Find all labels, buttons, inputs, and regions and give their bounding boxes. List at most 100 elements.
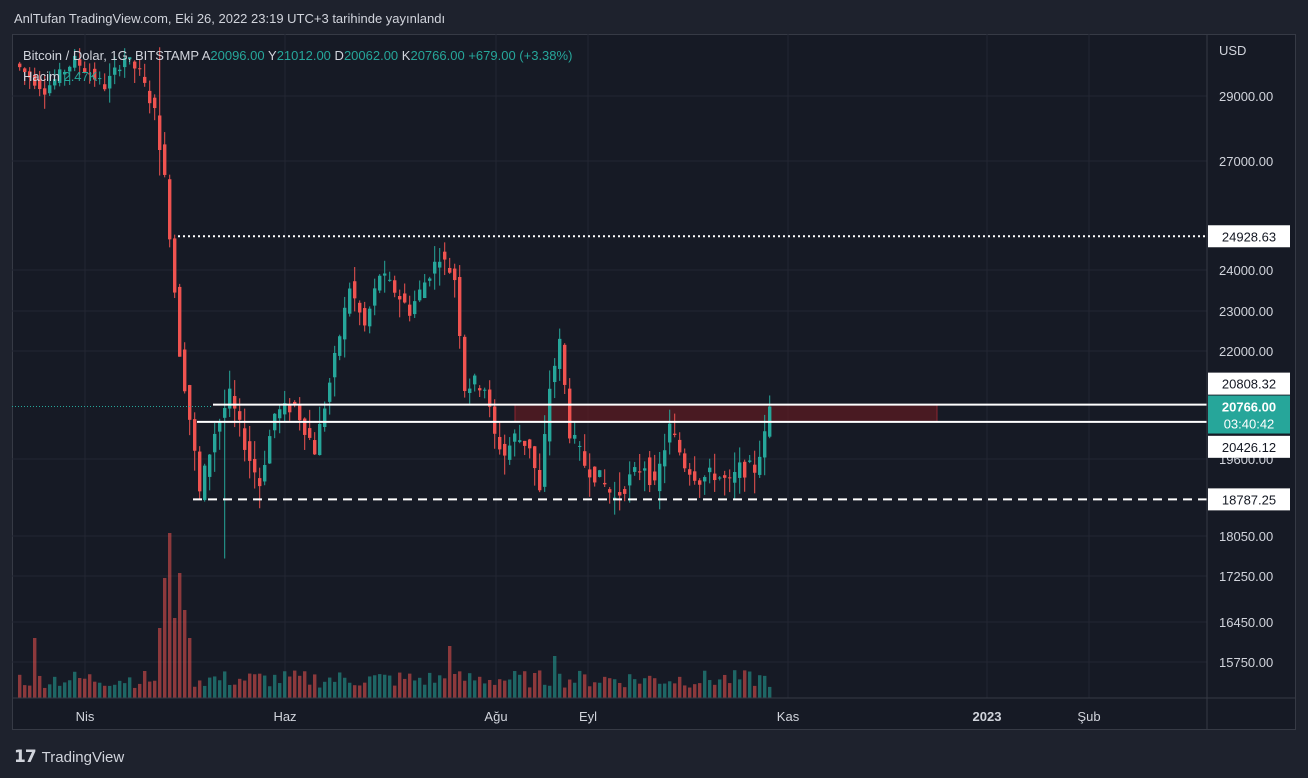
volume-bar [613,679,617,698]
candle-body [123,58,127,68]
candle-body [588,469,592,478]
candle-body [223,408,227,418]
candle-body [288,405,292,413]
volume-bar [318,687,322,698]
volume-bar [313,674,317,698]
candle-body [33,74,37,86]
candle-body [228,388,232,409]
volume-bar [283,671,287,698]
candle-body [453,268,457,281]
volume-bar [353,685,357,698]
level-price-value: 18787.25 [1222,492,1276,507]
candle-body [348,288,352,314]
volume-bar [763,675,767,698]
candle-body [663,450,667,467]
candle-body [403,293,407,303]
volume-bar [213,676,217,698]
volume-bar [503,680,507,698]
candle-body [723,475,727,478]
candle-body [708,467,712,473]
candle-body [533,446,537,469]
candle-body [363,308,367,326]
volume-bar [178,573,182,698]
chart-frame[interactable] [12,34,1296,730]
volume-bar [263,675,267,698]
candle-body [303,418,307,435]
candle-body [168,179,172,240]
volume-bar [598,682,602,698]
candle-body [448,267,452,273]
volume-bar [303,671,307,698]
price-tags: 24928.63 20808.32 20766.00 03:40:42 20426.12… [1208,225,1290,511]
volume-bar [703,670,707,698]
volume-bar [258,673,262,698]
candle-body [563,344,567,385]
tradingview-logo-icon: 𝟭𝟳 [14,747,37,766]
volume-bar [488,679,492,698]
candle-body [618,492,622,496]
volume-bar [528,687,532,698]
legend-open-label: A [201,48,211,63]
volume-bar [38,675,42,698]
volume-bar [568,679,572,698]
volume-bar [723,674,727,698]
footer-brand[interactable]: 𝟭𝟳 TradingView [14,747,124,767]
legend-volume-label: Hacim [23,69,60,84]
volume-bar [638,683,642,698]
volume-bar [583,674,587,698]
level-price-tag-bg [1208,435,1290,458]
candle-body [38,79,42,90]
legend-open-value: 20096.00 [210,48,265,63]
grid [12,34,1207,698]
price-chart[interactable]: USD 29000.00 27000.00 24000.00 23000.00 2200… [12,34,1296,730]
candles [18,47,772,559]
volume-bar [168,533,172,698]
x-tick-label: Kas [777,709,800,724]
volume-bar [678,676,682,698]
volume-bar [253,674,257,698]
volume-bar [228,684,232,698]
candle-body [638,471,642,473]
brand-name: TradingView [41,748,125,766]
legend-ohlc-row: Bitcoin / Dolar, 1G, BITSTAMP A20096.00 … [23,45,572,66]
candle-body [48,85,52,94]
volume-bar [118,680,122,698]
candle-body [428,278,432,281]
volume-bar [493,684,497,698]
publisher-caption: AnlTufan TradingView.com, Eki 26, 2022 2… [14,11,446,26]
candle-body [163,144,167,175]
volume-bar [273,674,277,698]
candle-body [738,462,742,478]
y-tick-label: 22000.00 [1219,344,1273,359]
candle-body [18,63,22,68]
volume-bar [28,685,32,698]
volume-bar [278,683,282,698]
candle-body [758,456,762,475]
candle-body [703,477,707,482]
volume-bar [538,670,542,698]
volume-bar [163,578,167,698]
y-tick-label: 23000.00 [1219,304,1273,319]
y-tick-label: 27000.00 [1219,154,1273,169]
candle-body [573,434,577,439]
volume-bar [398,672,402,698]
volume-bars [18,533,772,698]
legend-close-value: 20766.00 [410,48,465,63]
candle-body [418,289,422,301]
last-price-tag: 20766.00 03:40:42 [1208,395,1290,434]
x-tick-label: Nis [76,709,95,724]
y-tick-label: 16450.00 [1219,615,1273,630]
candle-body [93,68,97,80]
candle-body [438,261,442,268]
candle-body [433,261,437,274]
candle-body [328,382,332,402]
volume-bar [248,673,252,698]
volume-bar [113,684,117,698]
candle-body [53,79,57,86]
volume-bar [768,686,772,698]
volume-bar [428,672,432,698]
level-price-value: 24928.63 [1222,229,1276,244]
candle-body [523,440,527,446]
level-price-tag: 20426.12 [1208,435,1290,458]
candle-body [628,474,632,486]
